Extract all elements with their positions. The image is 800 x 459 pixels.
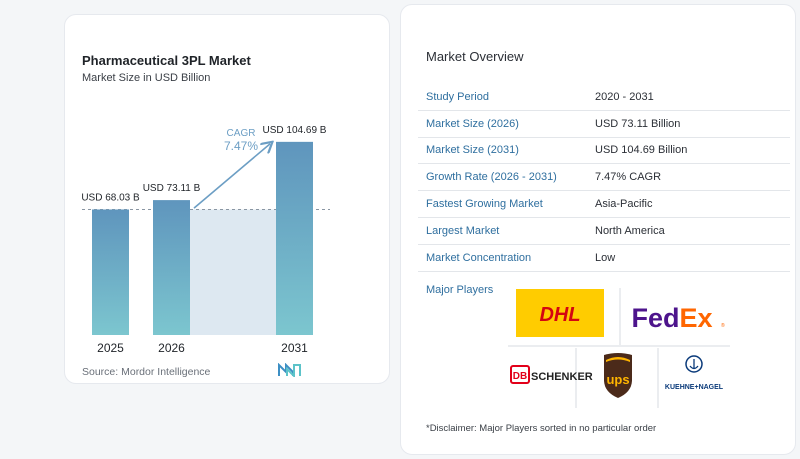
overview-label: Market Size (2026) [426, 117, 519, 130]
bar-chart: USD 68.03 B 2025 USD 73.11 B 2026 USD 104.69… [81, 125, 330, 355]
data-label-2031: USD 104.69 B [263, 125, 327, 136]
overview-label: Market Size (2031) [426, 144, 519, 157]
schenker-text: SCHENKER [531, 371, 593, 383]
overview-row: Study Period 2020 - 2031 [418, 84, 790, 111]
overview-label: Fastest Growing Market [426, 198, 543, 211]
bar-2031 [276, 141, 313, 335]
fedex-logo-text: FedEx [631, 303, 712, 333]
cagr-arrow [193, 144, 270, 209]
overview-table: Study Period 2020 - 2031 Market Size (202… [418, 84, 790, 272]
bar-2026 [153, 200, 190, 335]
data-label-2026: USD 73.11 B [143, 183, 201, 194]
fedex-logo: FedEx ® [631, 303, 725, 333]
overview-label: Study Period [426, 90, 489, 103]
kuehne-nagel-logo: KUEHNE+NAGEL [665, 355, 724, 391]
overview-value: USD 104.69 Billion [595, 144, 688, 157]
major-players-label: Major Players [426, 284, 494, 296]
overview-value: North America [595, 224, 665, 237]
mordor-intelligence-logo [278, 363, 301, 377]
overview-row: Largest Market North America [418, 218, 790, 245]
overview-label: Growth Rate (2026 - 2031) [426, 171, 557, 184]
x-tick-2025: 2025 [97, 341, 124, 355]
overview-card [400, 4, 796, 455]
overview-row: Fastest Growing Market Asia-Pacific [418, 191, 790, 218]
overview-row: Growth Rate (2026 - 2031) 7.47% CAGR [418, 164, 790, 192]
bar-2025 [92, 209, 129, 335]
overview-label: Market Concentration [426, 251, 532, 264]
kuehne-nagel-text: KUEHNE+NAGEL [665, 384, 724, 391]
cagr-label: CAGR [227, 128, 256, 139]
ups-logo: ups [604, 353, 632, 398]
overview-value: 2020 - 2031 [595, 90, 654, 103]
chart-title: Pharmaceutical 3PL Market [82, 53, 251, 68]
x-tick-2031: 2031 [281, 341, 308, 355]
overview-value: Low [595, 251, 616, 264]
ups-text: ups [606, 372, 629, 387]
db-mark: DB [513, 371, 527, 382]
disclaimer: *Disclaimer: Major Players sorted in no … [426, 423, 657, 434]
data-label-2025: USD 68.03 B [81, 192, 140, 203]
overview-title: Market Overview [426, 49, 524, 64]
fedex-trademark: ® [721, 322, 725, 329]
chart-subtitle: Market Size in USD Billion [82, 72, 211, 84]
x-tick-2026: 2026 [158, 341, 185, 355]
overview-row: Market Size (2031) USD 104.69 Billion [418, 138, 790, 165]
growth-highlight [190, 209, 276, 335]
overview-value: USD 73.11 Billion [595, 117, 681, 130]
overview-value: 7.47% CAGR [595, 171, 662, 184]
dhl-logo-text: DHL [539, 304, 580, 326]
dhl-logo: DHL [516, 289, 604, 337]
db-schenker-logo: DB SCHENKER [510, 365, 593, 384]
chart-source: Source: Mordor Intelligence [82, 366, 211, 378]
overview-label: Largest Market [426, 224, 500, 237]
overview-row: Market Concentration Low [418, 245, 790, 272]
overview-row: Market Size (2026) USD 73.11 Billion [418, 111, 790, 138]
overview-value: Asia-Pacific [595, 198, 653, 211]
cagr-value: 7.47% [224, 139, 258, 153]
